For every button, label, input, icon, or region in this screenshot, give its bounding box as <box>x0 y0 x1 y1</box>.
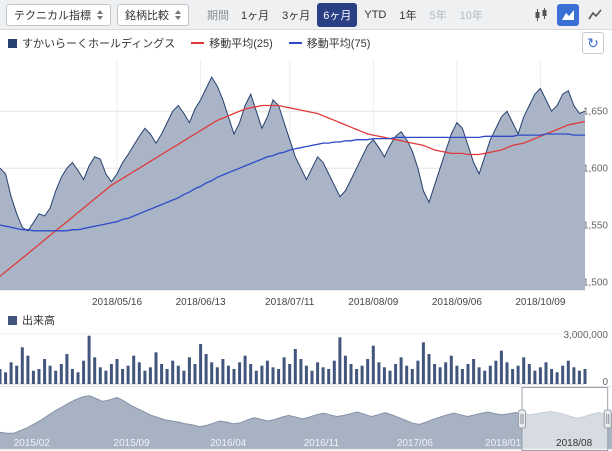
navigator-section: 2015/02 2015/09 2016/04 2016/11 2017/06 2018/… <box>0 386 612 451</box>
area-chart-icon <box>562 9 574 20</box>
toolbar: テクニカル指標 銘柄比較 期間 1ヶ月 3ヶ月 6ヶ月 YTD 1年 5年 10… <box>0 0 612 30</box>
area-chart-button[interactable] <box>557 3 579 26</box>
svg-text:3,000,000: 3,000,000 <box>564 330 609 341</box>
svg-text:2015/09: 2015/09 <box>114 438 151 449</box>
range-navigator[interactable]: 2015/02 2015/09 2016/04 2016/11 2017/06 2018/… <box>0 387 612 451</box>
chart-type-selector <box>530 3 606 26</box>
svg-text:0: 0 <box>602 377 608 386</box>
navigator-handle-right[interactable] <box>603 409 612 429</box>
sort-arrows-icon <box>97 9 103 20</box>
svg-text:2018/08: 2018/08 <box>556 438 593 449</box>
series-marker-line-red <box>191 42 205 44</box>
technical-indicator-button[interactable]: テクニカル指標 <box>6 3 111 26</box>
period-3m-button[interactable]: 3ヶ月 <box>276 3 316 27</box>
period-1m-button[interactable]: 1ヶ月 <box>235 3 275 27</box>
period-10y-button[interactable]: 10年 <box>454 3 489 27</box>
svg-text:1,650: 1,650 <box>583 107 608 118</box>
line-chart-button[interactable] <box>584 4 606 26</box>
symbol-compare-label: 銘柄比較 <box>125 9 169 22</box>
candlestick-icon <box>535 7 547 21</box>
legend-item-price[interactable]: すかいらーくホールディングス <box>8 35 175 51</box>
svg-text:2016/11: 2016/11 <box>304 438 340 449</box>
period-6m-button[interactable]: 6ヶ月 <box>317 2 358 27</box>
series-marker-line-blue <box>288 42 302 44</box>
legend-label-ma25: 移動平均(25) <box>209 38 273 50</box>
chart-legend: すかいらーくホールディングス 移動平均(25) 移動平均(75) ↻ <box>0 30 612 56</box>
svg-text:2018/06/13: 2018/06/13 <box>176 297 226 308</box>
volume-marker <box>8 315 17 325</box>
symbol-compare-button[interactable]: 銘柄比較 <box>117 3 189 26</box>
candlestick-chart-button[interactable] <box>530 4 552 26</box>
svg-text:2018/10/09: 2018/10/09 <box>515 297 565 308</box>
svg-text:1,550: 1,550 <box>583 221 608 232</box>
period-ytd-button[interactable]: YTD <box>358 5 392 25</box>
volume-section: 出来高 3,000,000 0 <box>0 310 612 386</box>
volume-label: 出来高 <box>22 315 55 327</box>
volume-legend: 出来高 <box>0 310 612 330</box>
svg-text:1,500: 1,500 <box>583 278 608 289</box>
line-chart-icon <box>588 8 602 19</box>
period-label: 期間 <box>207 9 229 22</box>
svg-text:2018/09/06: 2018/09/06 <box>432 297 482 308</box>
volume-chart[interactable]: 3,000,000 0 <box>0 330 612 386</box>
svg-text:2016/04: 2016/04 <box>210 438 247 449</box>
sort-arrows-icon <box>175 9 181 20</box>
technical-indicator-label: テクニカル指標 <box>14 9 91 22</box>
svg-text:2017/06: 2017/06 <box>397 438 434 449</box>
navigator-handle-left[interactable] <box>518 409 526 429</box>
legend-item-ma75[interactable]: 移動平均(75) <box>288 35 371 51</box>
legend-item-ma25[interactable]: 移動平均(25) <box>191 35 273 51</box>
svg-text:2018/08/09: 2018/08/09 <box>348 297 398 308</box>
period-selector: 1ヶ月 3ヶ月 6ヶ月 YTD 1年 5年 10年 <box>235 2 489 27</box>
svg-text:1,600: 1,600 <box>583 164 608 175</box>
period-5y-button[interactable]: 5年 <box>424 3 453 27</box>
svg-text:2018/07/11: 2018/07/11 <box>265 297 315 308</box>
svg-text:2015/02: 2015/02 <box>14 438 51 449</box>
refresh-icon: ↻ <box>587 35 599 51</box>
price-chart[interactable]: 1,650 1,600 1,550 1,500 2018/05/16 2018/06/13… <box>0 56 612 310</box>
period-1y-button[interactable]: 1年 <box>393 3 422 27</box>
legend-label-price: すかいらーくホールディングス <box>22 38 176 50</box>
refresh-button[interactable]: ↻ <box>582 32 604 54</box>
legend-label-ma75: 移動平均(75) <box>306 38 371 50</box>
svg-text:2018/05/16: 2018/05/16 <box>92 297 142 308</box>
series-marker-square <box>8 38 17 48</box>
svg-text:2018/01: 2018/01 <box>485 438 522 449</box>
